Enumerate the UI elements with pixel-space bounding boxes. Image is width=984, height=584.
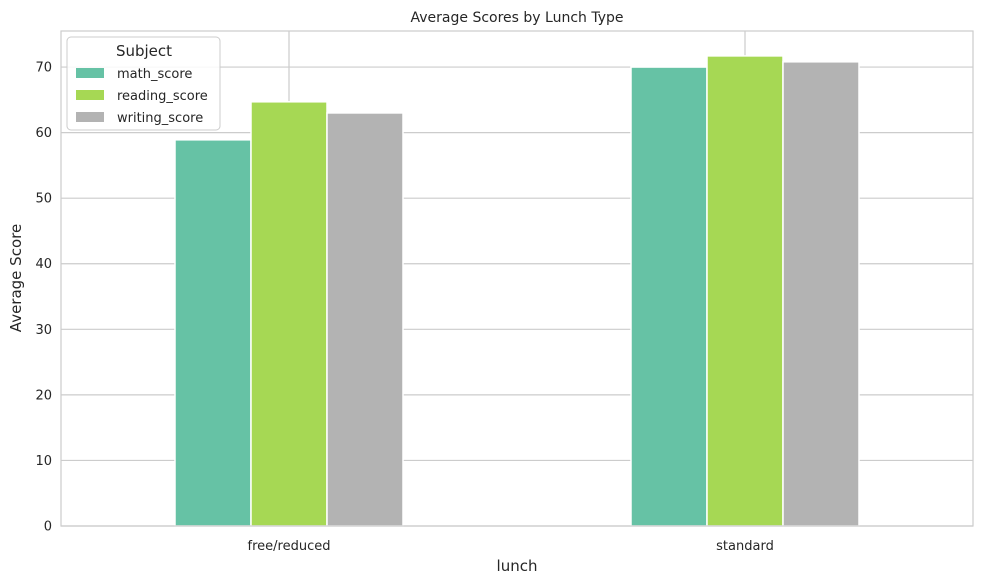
y-tick-label: 30 [35,323,52,338]
legend-swatch [76,68,104,78]
y-tick-label: 50 [35,192,52,207]
legend-swatch [76,112,104,122]
legend: Subject math_score reading_score writing_s… [66,36,221,131]
plot-frame [60,30,974,527]
legend-frame [66,36,221,131]
chart-title: Average Scores by Lunch Type [411,10,624,26]
legend-swatch [76,90,104,100]
bars [174,55,860,527]
legend-entries: math_score reading_score writing_score [76,67,208,126]
y-tick-label: 40 [35,257,52,272]
bar-writing-score-1 [782,61,860,527]
x-tick-labels: free/reduced standard [248,539,774,554]
y-tick-label: 60 [35,126,52,141]
y-tick-label: 70 [35,61,52,76]
x-tick-label: free/reduced [248,539,331,554]
bar-math-score-0 [174,139,252,527]
legend-title: Subject [116,42,172,60]
y-tick-labels: 0 10 20 30 40 50 60 70 [35,61,52,535]
legend-label: math_score [117,67,192,82]
y-tick-label: 0 [44,520,52,535]
x-axis-label: lunch [497,557,538,575]
legend-label: reading_score [117,89,208,104]
bar-writing-score-0 [326,112,404,527]
x-tick-label: standard [716,539,774,554]
bar-reading-score-0 [250,101,328,527]
y-axis-label: Average Score [7,224,25,332]
legend-label: writing_score [117,111,203,126]
y-tick-label: 10 [35,454,52,469]
bar-math-score-1 [630,66,708,527]
y-tick-label: 20 [35,388,52,403]
bar-reading-score-1 [706,55,784,527]
